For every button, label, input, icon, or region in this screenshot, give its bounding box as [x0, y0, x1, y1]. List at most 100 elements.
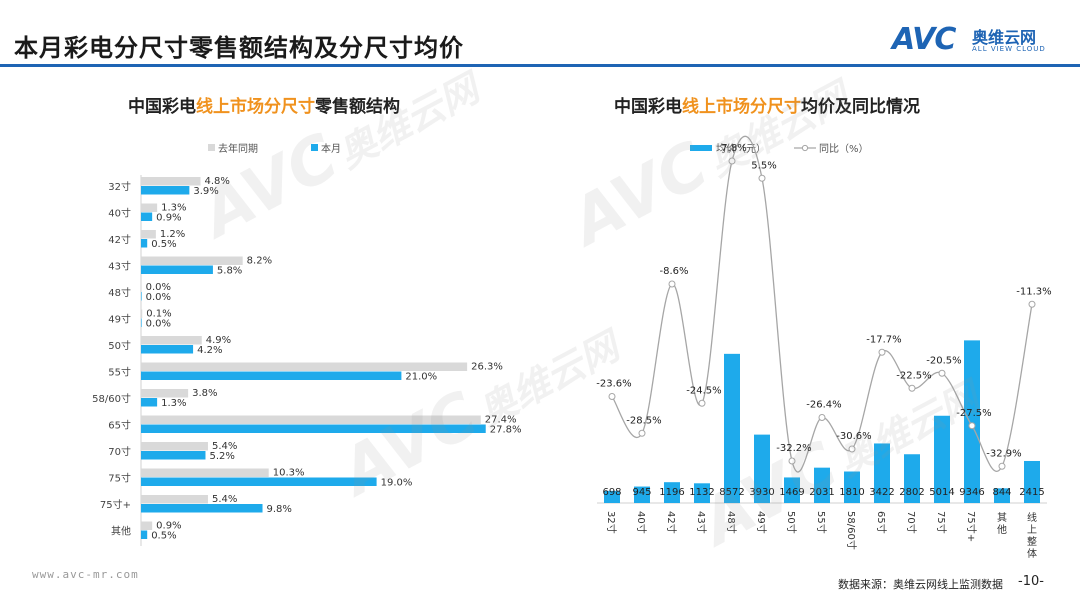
data-label-price: 3930 — [749, 487, 774, 498]
data-label-yoy: -28.5% — [626, 415, 661, 426]
legend-label-yoy: 同比（%） — [819, 143, 869, 155]
data-label-yoy: -22.5% — [896, 370, 931, 381]
legend-swatch-current — [311, 144, 318, 151]
data-label-prev: 1.2% — [160, 229, 185, 240]
data-label-prev: 5.4% — [212, 441, 237, 452]
page-number: -10- — [1018, 574, 1044, 589]
x-tick-label: 50寸 — [785, 511, 798, 534]
data-label-current: 0.5% — [151, 531, 176, 542]
yoy-point — [1028, 300, 1036, 308]
yoy-point — [608, 393, 616, 400]
data-label-price: 2031 — [809, 487, 834, 498]
footer-url[interactable]: www.avc-mr.com — [32, 568, 139, 581]
yoy-point — [878, 348, 886, 356]
x-tick-label: 58/60寸 — [845, 511, 858, 550]
bar-current — [141, 530, 148, 539]
data-label-yoy: 7.8% — [721, 143, 746, 154]
data-label-yoy: -32.2% — [776, 443, 811, 454]
x-tick-label-text: 58/60寸 — [845, 511, 858, 550]
bar-prev — [141, 362, 468, 371]
page-title: 本月彩电分尺寸零售额结构及分尺寸均价 — [14, 34, 464, 62]
data-label-current: 21.0% — [405, 372, 437, 383]
yoy-point — [788, 457, 796, 465]
bar-prev — [141, 415, 481, 424]
bar-prev — [141, 230, 156, 239]
data-label-yoy: -32.9% — [986, 448, 1021, 459]
x-tick-label-text: 55寸 — [815, 511, 828, 534]
bar-current — [141, 424, 486, 433]
data-label-yoy: 5.5% — [751, 160, 776, 171]
data-label-price: 9346 — [959, 487, 984, 498]
data-label-current: 27.8% — [490, 425, 522, 436]
bar-price — [1024, 460, 1040, 503]
y-tick-label: 50寸 — [108, 339, 131, 352]
right-price-chart: 均价（元） 同比（%）69832寸94540寸119642寸113243寸8572… — [596, 135, 1052, 560]
y-tick-label: 70寸 — [108, 445, 131, 458]
data-label-prev: 8.2% — [247, 256, 272, 267]
footer-source: 数据来源：奥维云网线上监测数据 — [838, 578, 1003, 591]
data-label-yoy: -26.4% — [806, 400, 841, 411]
x-tick-label: 线上整体 — [1027, 511, 1037, 560]
data-label-current: 4.2% — [197, 345, 222, 356]
bar-prev — [141, 521, 153, 530]
bar-prev — [141, 283, 142, 292]
x-tick-label-text: 50寸 — [785, 511, 798, 534]
yoy-point — [728, 157, 736, 165]
left-structure-chart: 去年同期 本月32寸4.8%3.9%40寸1.3%0.9%42寸1.2%0.5%4… — [92, 142, 522, 546]
x-tick-label: 32寸 — [605, 511, 618, 534]
data-label-prev: 3.8% — [192, 388, 217, 399]
y-tick-label: 65寸 — [108, 419, 131, 432]
bar-current — [141, 212, 153, 221]
x-tick-label-text: 42寸 — [665, 511, 678, 534]
bar-price — [844, 471, 860, 503]
legend-label-current: 本月 — [321, 142, 341, 155]
data-label-yoy: -23.6% — [596, 379, 631, 390]
bar-current — [141, 345, 194, 354]
left-title-part-2: 线上市场分尺寸 — [196, 97, 315, 117]
data-label-price: 1469 — [779, 487, 804, 498]
data-label-current: 1.3% — [161, 398, 186, 409]
legend-swatch-price — [690, 145, 712, 151]
x-tick-label: 70寸 — [905, 511, 918, 534]
data-label-current: 0.5% — [151, 239, 176, 250]
bar-price — [634, 486, 650, 503]
bar-current — [141, 504, 263, 513]
x-tick-label-text: 75寸 — [935, 511, 948, 534]
yoy-point — [968, 422, 976, 430]
y-tick-label: 75寸+ — [100, 498, 131, 511]
x-tick-label: 49寸 — [755, 511, 768, 534]
yoy-point — [848, 445, 856, 453]
bar-current — [141, 398, 158, 407]
data-label-yoy: -20.5% — [926, 355, 961, 366]
data-label-yoy: -17.7% — [866, 334, 901, 345]
y-tick-label: 48寸 — [108, 286, 131, 299]
y-tick-label: 43寸 — [108, 260, 131, 273]
legend-swatch-prev — [208, 144, 215, 151]
data-label-prev: 0.0% — [146, 282, 171, 293]
right-title-part-3: 均价及同比情况 — [801, 97, 920, 117]
data-label-current: 5.2% — [209, 451, 234, 462]
avc-logo: AVC 奥维云网 ALL VIEW CLOUD — [892, 22, 1057, 58]
data-label-prev: 0.1% — [146, 309, 171, 320]
x-tick-label: 55寸 — [815, 511, 828, 534]
data-label-price: 1132 — [689, 487, 714, 498]
x-tick-label: 48寸 — [725, 511, 738, 534]
data-label-prev: 4.9% — [206, 335, 231, 346]
bar-current — [141, 451, 206, 460]
logo-en: ALL VIEW CLOUD — [972, 45, 1046, 53]
bar-price — [814, 467, 830, 503]
yoy-point — [908, 384, 916, 392]
x-tick-label: 40寸 — [635, 511, 648, 534]
bar-price — [904, 454, 920, 503]
data-label-price: 5014 — [929, 487, 954, 498]
data-label-price: 844 — [992, 487, 1011, 498]
bar-price — [694, 483, 710, 503]
data-label-prev: 4.8% — [205, 176, 230, 187]
bar-prev — [141, 256, 243, 265]
data-label-price: 2415 — [1019, 487, 1044, 498]
bar-current — [141, 239, 148, 248]
x-tick-label: 75寸 — [935, 511, 948, 534]
x-tick-label: 42寸 — [665, 511, 678, 534]
x-tick-label-text: 线上整体 — [1027, 511, 1037, 560]
x-tick-label-text: 70寸 — [905, 511, 918, 534]
